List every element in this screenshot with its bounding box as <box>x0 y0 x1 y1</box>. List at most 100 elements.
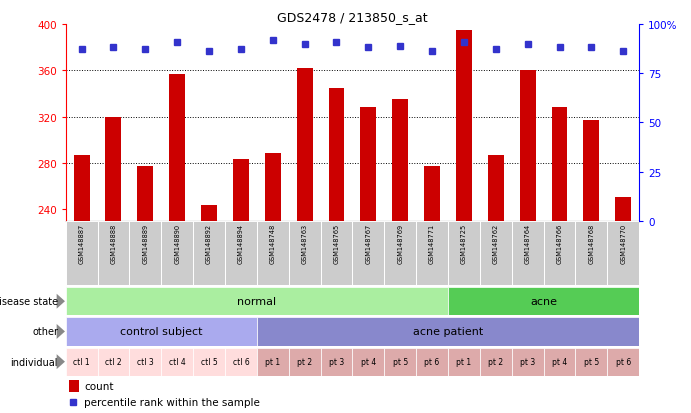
Bar <box>544 221 576 285</box>
Text: pt 5: pt 5 <box>584 357 599 366</box>
Bar <box>520 71 536 221</box>
Bar <box>289 221 321 285</box>
Bar <box>416 348 448 376</box>
Text: pt 3: pt 3 <box>520 357 536 366</box>
Text: GSM148766: GSM148766 <box>556 223 562 263</box>
Bar <box>66 318 257 346</box>
Text: pt 4: pt 4 <box>361 357 376 366</box>
Bar <box>480 348 512 376</box>
Bar <box>66 287 448 316</box>
Text: GSM148763: GSM148763 <box>301 223 307 263</box>
Bar <box>480 221 512 285</box>
Text: GSM148767: GSM148767 <box>366 223 371 263</box>
Text: GSM148748: GSM148748 <box>269 223 276 263</box>
Text: pt 1: pt 1 <box>456 357 471 366</box>
Bar <box>607 221 639 285</box>
Text: GSM148892: GSM148892 <box>206 223 212 263</box>
Bar <box>615 197 631 221</box>
Bar <box>201 205 217 221</box>
Bar <box>512 221 544 285</box>
Bar <box>129 221 161 285</box>
Text: GSM148765: GSM148765 <box>334 223 339 263</box>
Bar <box>352 348 384 376</box>
Text: GSM148894: GSM148894 <box>238 223 244 263</box>
Text: acne patient: acne patient <box>413 327 483 337</box>
Text: GSM148768: GSM148768 <box>588 223 594 263</box>
Text: GSM148887: GSM148887 <box>79 223 84 263</box>
Text: ctl 5: ctl 5 <box>200 357 218 366</box>
Bar <box>161 221 193 285</box>
Bar <box>68 380 79 392</box>
Bar <box>352 221 384 285</box>
Bar <box>97 221 129 285</box>
Text: pt 3: pt 3 <box>329 357 344 366</box>
Text: ctl 1: ctl 1 <box>73 357 90 366</box>
Text: GSM148889: GSM148889 <box>142 223 149 263</box>
Bar <box>321 348 352 376</box>
Bar <box>169 74 185 221</box>
Bar <box>257 318 639 346</box>
Bar <box>225 348 257 376</box>
Bar <box>106 117 122 221</box>
Text: pt 4: pt 4 <box>552 357 567 366</box>
Text: GSM148769: GSM148769 <box>397 223 404 263</box>
Text: GSM148771: GSM148771 <box>429 223 435 263</box>
Text: pt 1: pt 1 <box>265 357 281 366</box>
Text: individual: individual <box>10 357 58 367</box>
Text: pt 2: pt 2 <box>489 357 503 366</box>
Text: ctl 6: ctl 6 <box>232 357 249 366</box>
Text: normal: normal <box>237 297 276 306</box>
Text: GSM148888: GSM148888 <box>111 223 117 263</box>
Text: percentile rank within the sample: percentile rank within the sample <box>84 396 260 406</box>
Bar <box>512 348 544 376</box>
Bar <box>456 31 472 221</box>
Bar <box>416 221 448 285</box>
Text: disease state: disease state <box>0 297 58 306</box>
Bar <box>384 348 416 376</box>
Bar <box>129 348 161 376</box>
Bar <box>488 155 504 221</box>
Text: ctl 2: ctl 2 <box>105 357 122 366</box>
Bar <box>384 221 416 285</box>
Bar <box>321 221 352 285</box>
Bar <box>296 69 312 221</box>
Text: GSM148890: GSM148890 <box>174 223 180 263</box>
Text: pt 6: pt 6 <box>424 357 439 366</box>
Text: pt 2: pt 2 <box>297 357 312 366</box>
Text: pt 5: pt 5 <box>392 357 408 366</box>
Text: control subject: control subject <box>120 327 202 337</box>
Bar <box>265 153 281 221</box>
Bar <box>576 221 607 285</box>
Bar <box>225 221 257 285</box>
Text: other: other <box>32 327 58 337</box>
Text: ctl 3: ctl 3 <box>137 357 153 366</box>
Bar <box>257 221 289 285</box>
Bar <box>607 348 639 376</box>
Bar <box>424 167 440 221</box>
Bar <box>551 108 567 221</box>
Text: pt 6: pt 6 <box>616 357 631 366</box>
Bar <box>257 348 289 376</box>
Text: acne: acne <box>530 297 557 306</box>
Bar <box>328 88 344 221</box>
Bar <box>448 348 480 376</box>
Bar <box>138 167 153 221</box>
Bar <box>66 348 97 376</box>
Bar <box>289 348 321 376</box>
Text: ctl 4: ctl 4 <box>169 357 186 366</box>
Text: count: count <box>84 381 113 391</box>
Text: GSM148762: GSM148762 <box>493 223 499 263</box>
Text: GSM148770: GSM148770 <box>621 223 626 263</box>
Bar <box>448 287 639 316</box>
Bar <box>193 348 225 376</box>
Bar <box>161 348 193 376</box>
Bar <box>74 155 90 221</box>
Bar <box>361 108 377 221</box>
Bar <box>544 348 576 376</box>
Bar <box>583 121 599 221</box>
Bar <box>392 100 408 221</box>
Bar <box>193 221 225 285</box>
Bar <box>233 160 249 221</box>
Text: GSM148725: GSM148725 <box>461 223 467 263</box>
Bar <box>66 221 97 285</box>
